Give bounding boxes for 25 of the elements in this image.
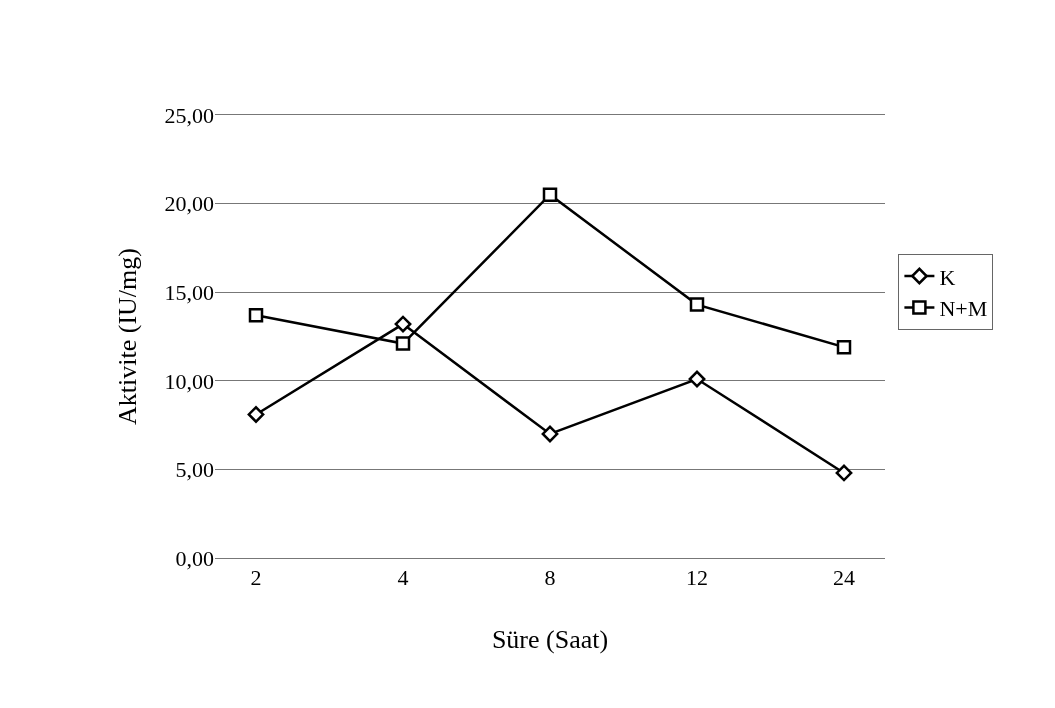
x-axis-title: Süre (Saat) xyxy=(491,625,609,655)
y-tick-label: 5,00 xyxy=(175,457,214,483)
point xyxy=(247,406,265,423)
point xyxy=(835,464,853,482)
point xyxy=(689,297,705,312)
point xyxy=(541,425,559,443)
point xyxy=(395,336,411,351)
x-tick-label: 12 xyxy=(686,565,708,591)
point xyxy=(836,339,852,355)
y-tick-label: 20,00 xyxy=(164,191,214,217)
x-tick-label: 4 xyxy=(397,565,409,591)
y-tick-label: 15,00 xyxy=(164,279,214,305)
point xyxy=(542,187,558,202)
point xyxy=(248,307,264,323)
x-tick-label: 2 xyxy=(250,565,262,591)
y-tick-label: 25,00 xyxy=(164,102,214,128)
y-axis-title: Aktivite (IU/mg) xyxy=(112,248,142,425)
y-tick-label: 0,00 xyxy=(175,545,214,571)
y-tick-label: 10,00 xyxy=(164,368,214,394)
legend-label: N+M xyxy=(939,296,988,322)
point xyxy=(394,315,412,333)
x-tick-label: 8 xyxy=(544,565,556,591)
x-tick-label: 24 xyxy=(833,565,855,591)
legend-label: K xyxy=(939,264,956,290)
point xyxy=(688,370,706,388)
